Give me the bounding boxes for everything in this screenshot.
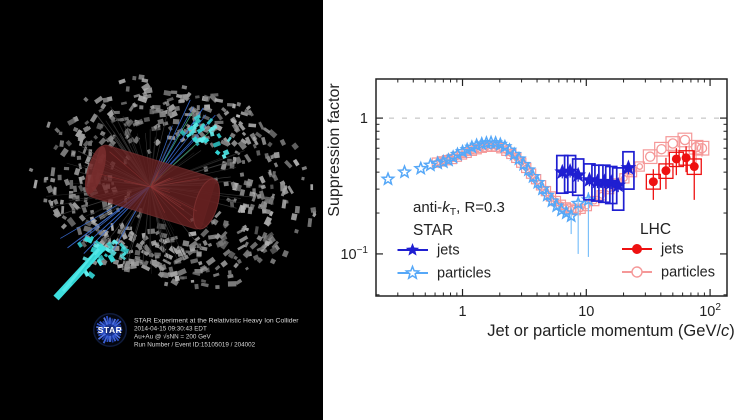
legend-group-title: LHC — [640, 221, 671, 238]
star-particles-point — [449, 146, 466, 161]
caption-line: Au+Au @ √sNN = 200 GeV — [134, 334, 212, 341]
star-particles-point — [530, 174, 546, 190]
caption-line: 2014-04-15 09:30:43 EDT — [134, 326, 207, 333]
lhc-jets-sys-box — [645, 173, 661, 190]
legend-group-title: STAR — [413, 222, 453, 239]
plot-frame — [375, 78, 728, 297]
lhc-jets-sys-box — [658, 163, 674, 180]
chart-legend: STAR jets particles LHC jets particles — [397, 221, 715, 282]
lhc-particles-point — [628, 168, 636, 176]
legend-item-label: particles — [437, 266, 491, 282]
star-particles-point — [516, 156, 532, 172]
chart-frame-and-ticks — [375, 78, 728, 297]
legend-item-label: jets — [660, 242, 684, 258]
star-particles-point — [413, 160, 429, 176]
lhc-particles-point — [636, 163, 644, 170]
star-particles-point — [459, 141, 475, 157]
chart-tick-labels: 1 10 102 1 10−1 — [340, 111, 721, 320]
legend-item-label: jets — [436, 243, 460, 259]
star-jets-point — [570, 166, 587, 182]
x-tick-label: 10 — [578, 304, 594, 320]
lhc-particles-point — [690, 141, 702, 153]
lhc-jets-point — [661, 166, 671, 176]
star-particles-point — [534, 181, 551, 196]
x-tick-label: 1 — [458, 304, 466, 320]
x-axis-title: Jet or particle momentum (GeV/c) — [487, 322, 735, 340]
star-logo-text: STAR — [98, 325, 123, 335]
star-particles-point — [440, 152, 457, 167]
lhc-particles-sys-box — [665, 136, 681, 151]
lhc-particles-sys-box — [688, 139, 704, 155]
star-jets-point — [620, 159, 637, 175]
tpc-cylinder — [84, 144, 220, 230]
lhc-particles-point — [644, 151, 656, 162]
lhc-particles-point — [679, 134, 691, 146]
legend-star-filled-icon — [405, 243, 420, 256]
lhc-jets-sys-box — [686, 158, 702, 176]
y-tick-label: 1 — [360, 111, 368, 127]
star-particles-point — [570, 195, 586, 211]
star-jets-point — [562, 163, 579, 179]
star-logo-icon — [93, 313, 127, 347]
lhc-particles-point — [696, 142, 708, 154]
lhc-jets-sys-box — [678, 150, 694, 166]
lhc-jets-point — [689, 162, 699, 172]
lhc-particles-sys-box — [654, 141, 669, 157]
legend-circle-open-icon — [631, 266, 643, 278]
chart-data-layer — [380, 132, 710, 257]
star-particles-point — [525, 168, 541, 184]
star-particles-point — [483, 134, 499, 150]
lhc-jets-point — [648, 177, 658, 187]
star-particles-point — [429, 155, 446, 170]
jet-towers — [53, 114, 232, 301]
star-particles-point — [539, 187, 555, 202]
star-jets-point — [603, 174, 620, 190]
y-tick-label: 10−1 — [340, 245, 368, 263]
star-jets-sys-box — [622, 150, 635, 190]
star-jets-point — [581, 171, 598, 187]
star-particles-point — [396, 164, 413, 179]
star-particles-point — [454, 143, 471, 159]
analysis-annotation: anti-kT, R=0.3 — [413, 199, 505, 218]
lhc-particles-point — [656, 143, 667, 155]
star-particles-point — [435, 153, 452, 169]
x-tick-label: 102 — [699, 302, 721, 320]
caption-line: STAR Experiment at the Relativistic Heav… — [134, 318, 299, 325]
event-caption: STAR Experiment at the Relativistic Heav… — [134, 318, 299, 349]
star-particles-point — [563, 207, 579, 223]
suppression-chart: 1 10 102 1 10−1 Suppression factor Jet or pa… — [326, 78, 735, 340]
lhc-particles-sys-box — [642, 149, 658, 165]
star-particles-point — [380, 171, 396, 186]
legend-item-label: particles — [661, 265, 715, 281]
caption-line: Run Number / Event ID:15105019 / 204002 — [134, 342, 256, 349]
y-axis-title: Suppression factor — [326, 83, 343, 217]
legend-circle-filled-icon — [632, 244, 642, 254]
lhc-particles-sys-box — [634, 161, 645, 172]
star-particles-point — [520, 161, 537, 177]
lhc-particles-sys-box — [694, 140, 710, 156]
star-event-display: STAR STAR Experiment at the Relativistic… — [0, 0, 323, 420]
legend-star-open-icon — [404, 264, 421, 280]
annotation-text: anti-kT, R=0.3 — [413, 199, 505, 218]
star-particles-point — [468, 137, 485, 152]
star-particles-point — [464, 139, 480, 154]
star-jets-point — [610, 176, 627, 193]
star-particles-point — [511, 150, 527, 166]
lhc-particles-point — [667, 138, 679, 149]
lhc-jets-point — [681, 153, 691, 163]
